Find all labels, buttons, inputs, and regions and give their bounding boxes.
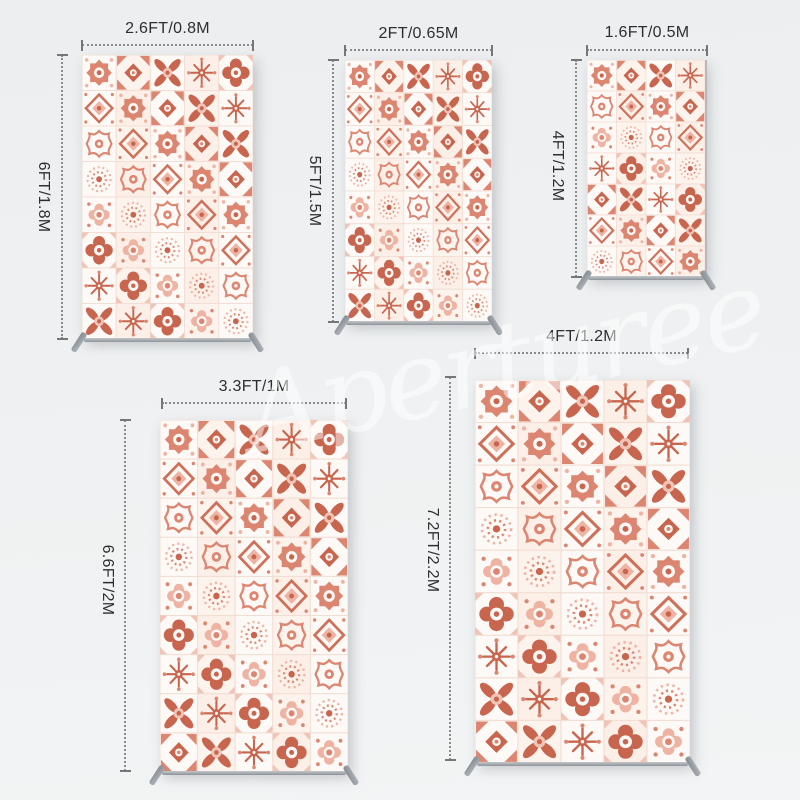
width-dimension-line <box>81 40 254 51</box>
backdrop-banner <box>463 380 702 778</box>
height-dimension-line <box>328 59 339 323</box>
height-dimension-line <box>120 419 131 772</box>
stand-foot-left <box>463 755 481 778</box>
watermark-text: Aperturee <box>232 246 776 479</box>
stand-foot-right <box>342 764 360 787</box>
height-dimension-label: 6FT/1.8M <box>35 161 52 233</box>
tile-pattern <box>160 420 348 772</box>
stand-base-bar <box>83 338 252 342</box>
height-dimension-line <box>571 59 582 278</box>
stand-base-bar <box>477 762 688 766</box>
tile-pattern <box>345 60 492 322</box>
width-dimension-label: 2.6FT/0.8M <box>125 20 210 37</box>
height-dimension-label: 5FT/1.5M <box>306 155 323 227</box>
tile-pattern <box>475 380 690 763</box>
backdrop-banner <box>148 420 360 787</box>
stand-foot-right <box>684 755 702 778</box>
height-dimension-label: 7.2FT/2.2M <box>424 507 441 593</box>
width-dimension-label: 2FT/0.65M <box>378 25 459 42</box>
backdrop-banner <box>70 55 265 354</box>
height-dimension-line <box>57 54 68 340</box>
tile-pattern <box>82 55 253 339</box>
stand-foot-left <box>148 764 166 787</box>
backdrop-banner <box>333 60 504 337</box>
width-dimension-line <box>344 45 493 56</box>
tile-pattern <box>587 60 705 277</box>
stand-base-bar <box>161 771 347 775</box>
width-dimension-label: 1.6FT/0.5M <box>604 24 690 41</box>
width-dimension-line <box>586 45 708 56</box>
stand-foot-left <box>70 331 88 354</box>
stand-pole <box>704 60 707 279</box>
backdrop-banner <box>575 60 717 292</box>
height-dimension-label: 4FT/1.2M <box>549 130 566 202</box>
height-dimension-label: 6.6FT/2M <box>99 544 116 616</box>
